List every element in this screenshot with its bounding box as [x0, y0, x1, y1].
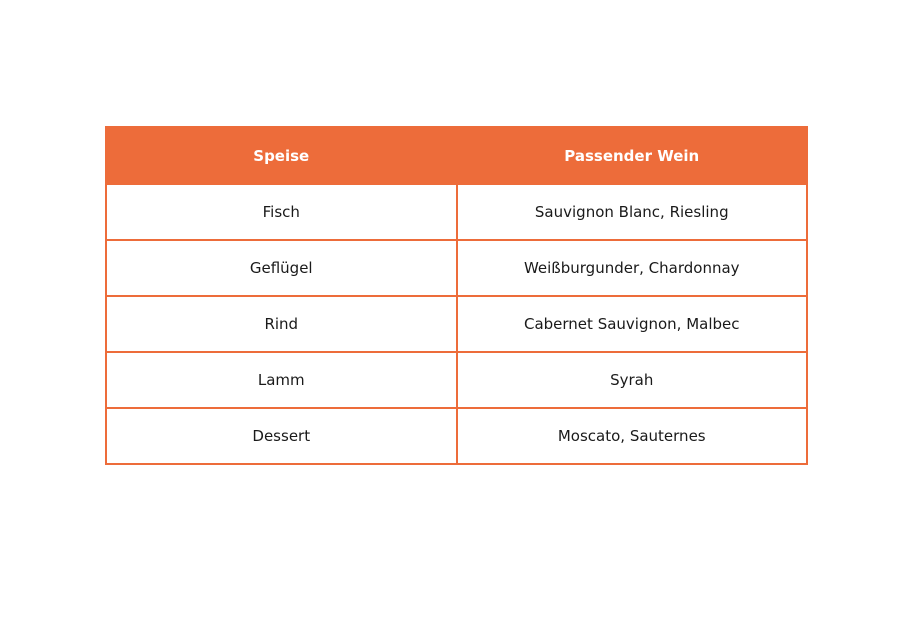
dish-cell: Dessert [105, 407, 458, 465]
wine-cell: Syrah [455, 351, 808, 409]
wine-cell: Weißburgunder, Chardonnay [455, 239, 808, 297]
table-row: Geflügel Weißburgunder, Chardonnay [105, 239, 808, 297]
header-passender-wein: Passender Wein [455, 126, 808, 185]
table-row: Rind Cabernet Sauvignon, Malbec [105, 295, 808, 353]
dish-cell: Geflügel [105, 239, 458, 297]
dish-cell: Fisch [105, 183, 458, 241]
wine-cell: Cabernet Sauvignon, Malbec [455, 295, 808, 353]
table-header-row: Speise Passender Wein [105, 126, 808, 185]
dish-cell: Lamm [105, 351, 458, 409]
wine-cell: Moscato, Sauternes [455, 407, 808, 465]
table-row: Lamm Syrah [105, 351, 808, 409]
wine-pairing-table: Speise Passender Wein Fisch Sauvignon Bl… [105, 126, 808, 465]
header-speise: Speise [105, 126, 458, 185]
table-row: Dessert Moscato, Sauternes [105, 407, 808, 465]
dish-cell: Rind [105, 295, 458, 353]
table-row: Fisch Sauvignon Blanc, Riesling [105, 183, 808, 241]
wine-cell: Sauvignon Blanc, Riesling [455, 183, 808, 241]
